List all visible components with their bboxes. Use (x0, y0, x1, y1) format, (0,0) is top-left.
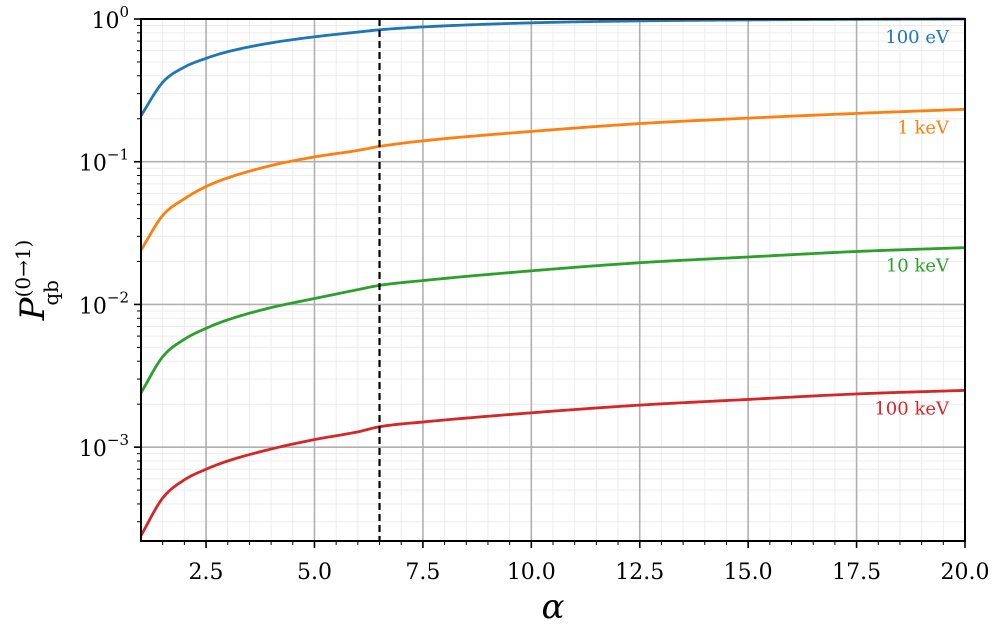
x-tick-label: 12.5 (615, 560, 664, 585)
x-axis-label: α (542, 587, 565, 625)
y-tick-label: 10−2 (79, 288, 129, 319)
series-line-3 (139, 388, 966, 537)
series-line-2 (139, 246, 966, 394)
x-tick-label: 20.0 (941, 560, 990, 585)
series-line-1 (139, 107, 966, 251)
svg-text:P(0→1)qb: P(0→1) qb (11, 240, 63, 322)
x-tick-label: 2.5 (189, 560, 224, 585)
y-tick-label: 10−3 (79, 431, 129, 462)
axis-ticks: 2.5 5.0 7.5 10.0 12.5 15.0 17.5 20.0 100 10−1 10−2… (79, 3, 990, 585)
series-labels: 100 eV 1 keV 10 keV 100 keV (874, 27, 950, 419)
x-tick-label: 15.0 (724, 560, 773, 585)
series-label-0: 100 eV (885, 27, 950, 48)
y-axis-label-base: P (13, 296, 53, 321)
series-label-1: 1 keV (897, 117, 950, 138)
series-label-3: 100 keV (874, 398, 950, 419)
y-axis-label-superscript: (0→1) (11, 240, 35, 298)
x-tick-label: 17.5 (832, 560, 881, 585)
y-axis-label-subscript: qb (39, 280, 63, 306)
x-tick-label: 5.0 (297, 560, 332, 585)
x-tick-label: 7.5 (405, 560, 440, 585)
grid (141, 18, 966, 541)
y-tick-label: 100 (91, 3, 129, 34)
x-tick-label: 10.0 (507, 560, 556, 585)
series-label-2: 10 keV (886, 256, 950, 277)
y-tick-label: 10−1 (79, 146, 129, 177)
y-axis-label: P(0→1) qb (11, 240, 63, 322)
